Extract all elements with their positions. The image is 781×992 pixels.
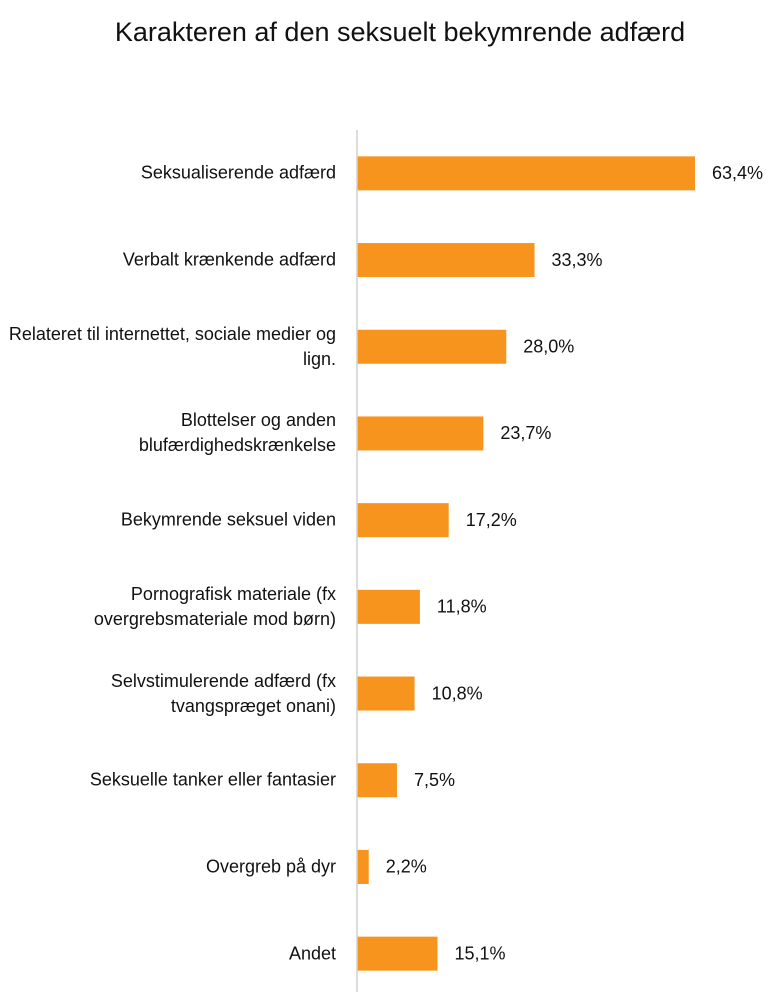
bar — [357, 676, 415, 711]
bar — [357, 503, 449, 538]
value-label: 10,8% — [432, 683, 483, 703]
value-label: 63,4% — [712, 163, 763, 183]
bar — [357, 416, 484, 451]
value-label: 28,0% — [523, 337, 574, 357]
value-label: 11,8% — [437, 597, 487, 617]
value-label: 33,3% — [552, 250, 603, 270]
bar — [357, 936, 438, 971]
category-label: Selvstimulerende adfærd (fx tvangspræget… — [110, 670, 336, 716]
bar — [357, 763, 397, 798]
value-label: 15,1% — [455, 943, 506, 963]
category-label: Blottelser og anden blufærdighedskrænkel… — [138, 410, 336, 456]
value-label: 2,2% — [386, 857, 427, 877]
category-label: Overgreb på dyr — [205, 856, 336, 877]
bar — [357, 156, 695, 191]
category-label: Andet — [288, 943, 336, 964]
value-label: 7,5% — [414, 770, 455, 790]
category-label: Relateret til internettet, sociale medie… — [8, 323, 336, 369]
bar — [357, 243, 535, 278]
bar — [357, 849, 369, 884]
category-label: Bekymrende seksuel viden — [120, 509, 336, 530]
category-label: Pornografisk materiale (fx overgrebsmate… — [93, 583, 336, 629]
value-label: 17,2% — [466, 510, 517, 530]
chart-title: Karakteren af den seksuelt bekymrende ad… — [114, 17, 686, 47]
bar — [357, 329, 507, 364]
category-label: Seksualiserende adfærd — [140, 162, 336, 183]
value-label: 23,7% — [500, 423, 551, 443]
bar — [357, 589, 420, 624]
category-label: Seksuelle tanker eller fantasier — [89, 769, 336, 790]
category-label: Verbalt krænkende adfærd — [122, 249, 336, 270]
